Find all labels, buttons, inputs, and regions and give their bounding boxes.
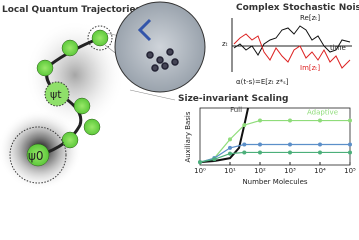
page: Local Quantum Trajectories ψt ψ0 Complex… bbox=[0, 0, 359, 189]
x-tick-label: 10¹ bbox=[224, 167, 236, 175]
data-point bbox=[198, 160, 202, 165]
data-point bbox=[212, 157, 217, 162]
x-tick-label: 10⁵ bbox=[344, 167, 356, 175]
psi-label: ψ0 bbox=[28, 149, 44, 163]
re-noise bbox=[233, 25, 351, 56]
chart-title: Size-invariant Scaling bbox=[178, 94, 288, 104]
formula: α(t-s)=E[zₜ z*ₛ] bbox=[236, 78, 289, 86]
x-tick-label: 10³ bbox=[284, 167, 296, 175]
data-point bbox=[258, 118, 262, 123]
data-point bbox=[348, 118, 352, 123]
data-point bbox=[318, 118, 322, 123]
data-point bbox=[348, 142, 352, 147]
data-point bbox=[288, 142, 292, 147]
re-label: Re[zₜ] bbox=[300, 14, 320, 22]
data-point bbox=[318, 150, 322, 155]
data-point bbox=[242, 142, 247, 147]
psi-label: ψt bbox=[50, 88, 62, 101]
data-point bbox=[228, 137, 232, 142]
x-tick-label: 10⁰ bbox=[194, 167, 206, 175]
data-point bbox=[318, 142, 322, 147]
noise-panel: Complex Stochastic Noise Re[zₜ] Im[zₜ] z… bbox=[222, 3, 359, 86]
data-point bbox=[228, 145, 232, 150]
highlight bbox=[87, 25, 113, 51]
x-axis-label: Number Molecules bbox=[242, 178, 307, 186]
x-tick-label: 10² bbox=[254, 167, 266, 175]
density-blob bbox=[25, 20, 125, 130]
trajectory-points bbox=[26, 29, 109, 167]
legend-label: Adaptive bbox=[307, 109, 338, 117]
z-label: zₜ bbox=[222, 40, 228, 48]
y-axis-label: Auxiliary Basis bbox=[184, 111, 192, 162]
highlight bbox=[9, 126, 67, 184]
series-line bbox=[199, 119, 350, 163]
series-line bbox=[199, 143, 350, 163]
series-line bbox=[199, 151, 350, 163]
data-point bbox=[258, 142, 262, 147]
data-point bbox=[348, 150, 352, 155]
data-point bbox=[288, 150, 292, 155]
data-point bbox=[242, 150, 247, 155]
connector bbox=[129, 89, 176, 101]
legend-label: Full bbox=[230, 106, 242, 114]
highlight bbox=[44, 81, 70, 107]
data-point bbox=[288, 118, 292, 123]
plot-frame bbox=[199, 107, 351, 166]
im-noise bbox=[233, 33, 351, 69]
data-point bbox=[228, 151, 232, 156]
molecule-inset bbox=[114, 1, 206, 93]
x-tick-label: 10⁴ bbox=[314, 167, 326, 175]
panel-title: Complex Stochastic Noise bbox=[236, 3, 359, 13]
figure: Local Quantum Trajectories ψt ψ0 Complex… bbox=[0, 1, 359, 189]
series-line bbox=[199, 107, 250, 164]
molecule-circle bbox=[114, 1, 206, 93]
panel-title: Local Quantum Trajectories bbox=[2, 5, 141, 15]
im-label: Im[zₜ] bbox=[300, 64, 320, 72]
data-point bbox=[242, 123, 247, 128]
trajectory-panel: Local Quantum Trajectories ψt ψ0 bbox=[0, 5, 166, 189]
data-point bbox=[258, 150, 262, 155]
time-label: time bbox=[330, 44, 346, 52]
